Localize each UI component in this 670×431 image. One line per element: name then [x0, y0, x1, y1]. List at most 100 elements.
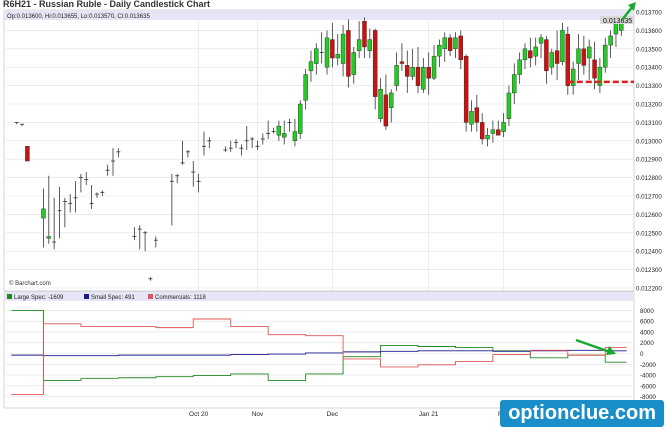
price-tick-label: 0.012500: [636, 230, 662, 237]
candle-body: [351, 52, 356, 75]
candle-body: [437, 44, 442, 57]
candle-body: [549, 52, 554, 68]
candle-body: [421, 66, 426, 90]
candle-body: [501, 122, 506, 132]
price-tick-label: 0.012600: [636, 212, 662, 219]
price-tick-label: 0.012800: [636, 175, 662, 182]
cot-tick-label: 4000: [640, 329, 654, 336]
price-tick-label: 0.013300: [636, 83, 662, 90]
price-header-band: [4, 10, 634, 20]
candle-body: [603, 44, 608, 68]
price-tick-label: 0.012900: [636, 157, 662, 164]
annotation-arrow-down-icon: [575, 338, 616, 355]
watermark: optionclue.com: [500, 400, 664, 427]
candle-body: [335, 54, 340, 59]
candle-body: [597, 66, 603, 86]
candle-body: [410, 66, 415, 77]
price-tick-label: 0.012400: [636, 249, 662, 256]
cot-panel: [3, 291, 635, 409]
candle-body: [41, 208, 46, 219]
candle-body: [276, 125, 282, 136]
candle-body: [581, 48, 587, 66]
candle-body: [592, 59, 597, 79]
candle-body: [308, 61, 314, 72]
price-panel: [3, 9, 635, 292]
candle-body: [383, 94, 389, 127]
candle-body: [324, 37, 330, 68]
candle-body: [431, 55, 437, 79]
x-tick-label: Oct 20: [189, 411, 209, 418]
candle-body: [356, 39, 362, 51]
price-info: Op:0.013600, Hi:0.013655, Lo:0.013570, C…: [7, 14, 150, 20]
price-tick-label: 0.013400: [636, 65, 662, 72]
candle-body: [517, 59, 522, 75]
price-badge: 0.013635: [603, 18, 632, 25]
cot-tick-label: 2000: [640, 340, 654, 347]
legend-swatch-commercials: [148, 294, 153, 299]
candle-body: [340, 33, 346, 64]
candle-body: [367, 39, 373, 51]
cot-tick-label: -2000: [640, 362, 656, 369]
candle-body: [570, 68, 576, 86]
price-tick-label: 0.013200: [636, 102, 662, 109]
price-tick-label: 0.012700: [636, 194, 662, 201]
cot-y-axis: 8000 6000 4000 2000 0 -2000 -4000 -6000 -8000: [640, 308, 656, 401]
candle-body: [533, 46, 538, 57]
x-tick-label: Dec: [327, 411, 339, 418]
copyright-label: © Barchart.com: [9, 280, 51, 287]
price-tick-label: 0.013600: [636, 28, 662, 35]
candle-body: [490, 129, 496, 134]
candle-body: [453, 37, 458, 49]
legend-large-spec: Large Spec: -1609: [14, 295, 64, 301]
candle-body: [474, 107, 480, 123]
cot-tick-label: -6000: [640, 383, 656, 390]
price-tick-label: 0.012200: [636, 286, 662, 293]
candle-body: [463, 55, 469, 123]
price-y-axis: 0.013700 0.013600 0.013500 0.013400 0.013300…: [636, 10, 662, 293]
candle-body: [346, 30, 351, 77]
price-tick-label: 0.013000: [636, 138, 662, 145]
legend-commercials: Commercials: 1118: [155, 295, 206, 301]
candle-body: [405, 65, 410, 77]
x-tick-label: Jan 21: [419, 411, 439, 418]
candle-body: [282, 133, 287, 138]
cot-line-commercials: [11, 318, 627, 395]
cot-tick-label: 8000: [640, 308, 654, 315]
candle-body: [330, 39, 335, 59]
candle-body: [538, 37, 544, 44]
candle-body: [314, 48, 319, 64]
candle-body: [506, 92, 512, 119]
legend-swatch-small-spec: [84, 294, 89, 299]
candle-body: [554, 50, 560, 64]
candle-body: [496, 129, 501, 136]
legend-swatch-large-spec: [7, 294, 12, 299]
candle-body: [362, 21, 367, 48]
candle-body: [426, 66, 431, 79]
chart-title: R6H21 - Russian Ruble - Daily Candlestic…: [3, 0, 211, 9]
candle-body: [469, 111, 474, 125]
candle-body: [303, 74, 308, 101]
price-tick-label: 0.013100: [636, 120, 662, 127]
candle-body: [447, 37, 453, 51]
candle-body: [560, 30, 565, 62]
price-badge-bg: [600, 16, 634, 24]
cot-tick-label: -4000: [640, 373, 656, 380]
candle-body: [298, 103, 303, 134]
candle-body: [544, 39, 549, 72]
candle-body: [292, 131, 298, 142]
candle-body: [372, 30, 378, 97]
candle-body: [565, 33, 570, 86]
candle-body: [528, 50, 533, 59]
candle-body: [394, 65, 399, 86]
candle-body: [442, 37, 447, 49]
candle-body: [586, 46, 592, 59]
candle-body: [479, 122, 485, 140]
candle-body: [512, 74, 517, 94]
candle-body: [378, 89, 383, 119]
candle-body: [485, 135, 490, 140]
candle-body: [389, 92, 394, 108]
legend-small-spec: Small Spec: 491: [91, 295, 135, 301]
cot-tick-label: 0: [640, 351, 644, 358]
